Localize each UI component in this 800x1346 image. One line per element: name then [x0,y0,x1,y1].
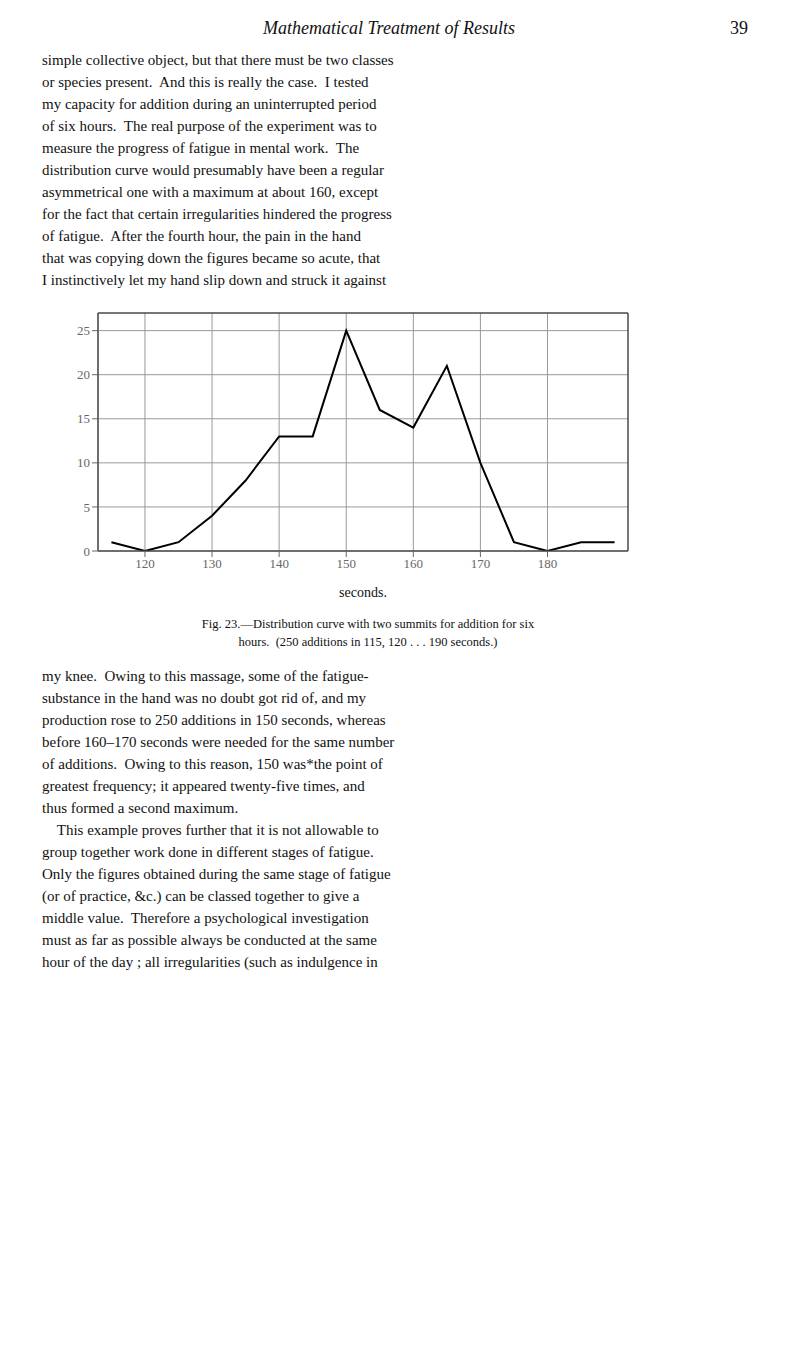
html-text:of six hours. The real purpose: of six hours. The real purpose of the ex… [42,118,377,134]
html-text:Only the figures obtained duri: Only the figures obtained during the sam… [42,866,391,882]
html-text:production rose to 250 additio: production rose to 250 additions in 150 … [42,712,386,728]
html-text:for the fact that certain irre: for the fact that certain irregularities… [42,206,392,222]
html-text:must as far as possible always: must as far as possible always be conduc… [42,932,377,948]
svg-text:20: 20 [77,367,90,382]
svg-text:5: 5 [84,500,91,515]
svg-text:170: 170 [471,556,491,571]
html-text:that was copying down the figu: that was copying down the figures became… [42,250,381,266]
html-text:thus formed a second maximum.: thus formed a second maximum. [42,800,239,816]
svg-text:140: 140 [269,556,289,571]
html-text:This example proves further th: This example proves further that it is n… [42,822,379,838]
svg-text:160: 160 [404,556,424,571]
html-text:I instinctively let my hand sl: I instinctively let my hand slip down an… [42,272,387,288]
svg-text:seconds.: seconds. [339,585,387,600]
svg-text:150: 150 [336,556,356,571]
svg-text:180: 180 [538,556,558,571]
html-text:my knee. Owing to this massage: my knee. Owing to this massage, some of … [42,668,369,684]
html-text:greatest frequency; it appeare: greatest frequency; it appeared twenty-f… [42,778,365,794]
html-text:substance in the hand was no d: substance in the hand was no doubt got r… [42,690,367,706]
html-text:measure the progress of fatigu: measure the progress of fatigue in menta… [42,140,360,156]
html-text:of fatigue. After the fourth h: of fatigue. After the fourth hour, the p… [42,228,361,244]
html-text:before 160–170 seconds were ne: before 160–170 seconds were needed for t… [42,734,395,750]
svg-text:15: 15 [77,411,90,426]
html-text:hours. (250 additions in 115,: hours. (250 additions in 115, 120 . . . … [238,635,498,649]
html-text:asymmetrical one with a maximu: asymmetrical one with a maximum at about… [42,184,379,200]
html-text:or species present. And this i: or species present. And this is really t… [42,74,369,90]
html-text:middle value. Therefore a psyc: middle value. Therefore a psychological … [42,910,369,926]
html-text:Mathematical Treatment of Resu: Mathematical Treatment of Results [263,18,515,38]
svg-text:10: 10 [77,455,90,470]
html-text:of additions. Owing to this re: of additions. Owing to this reason, 150 … [42,756,383,772]
svg-text:25: 25 [77,323,90,338]
svg-text:0: 0 [84,544,91,559]
html-text:39: 39 [730,18,748,38]
svg-text:120: 120 [135,556,155,571]
svg-text:130: 130 [202,556,222,571]
html-text:my capacity for addition durin: my capacity for addition during an unint… [42,96,377,112]
html-text:simple collective object, but: simple collective object, but that there… [42,52,394,68]
html-text:distribution curve would presu: distribution curve would presumably have… [42,162,384,178]
html-text:group together work done in di: group together work done in different st… [42,844,374,860]
html-text:Fig. 23.—Distribution curve wi: Fig. 23.—Distribution curve with two sum… [201,617,535,631]
html-text:(or of practice, &c.) can be c: (or of practice, &c.) can be classed tog… [42,888,360,904]
html-text:hour of the day ; all irregula: hour of the day ; all irregularities (su… [42,954,378,970]
